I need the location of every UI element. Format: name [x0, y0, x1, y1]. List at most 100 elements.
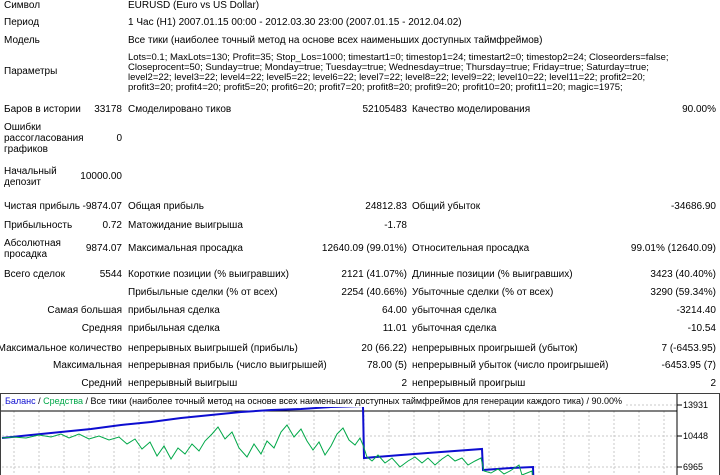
stat-value: 5544 — [99, 269, 122, 280]
stat-label: прибыльная сделка — [128, 305, 220, 316]
stat-label: Длинные позиции (% выигравших) — [412, 269, 573, 280]
row-symbol: Символ EURUSD (Euro vs US Dollar) — [0, 0, 720, 13]
stat-label: непрерывных проигрышей (убыток) — [412, 343, 578, 354]
stat-label: непрерывная прибыль (число выигрышей) — [128, 360, 327, 371]
stat-label: Прибыльность — [4, 220, 73, 231]
row-total-trades: Всего сделок 5544 Короткие позиции (% вы… — [0, 269, 720, 282]
stat-label: Максимальная — [52, 360, 122, 371]
model-label: Модель — [4, 35, 40, 46]
row-parameters: Параметры Lots=0.1; MaxLots=130; Profit=… — [0, 52, 720, 93]
stat-label: непрерывный проигрыш — [412, 378, 526, 389]
title-separator: / — [584, 396, 592, 406]
row-maximal-consecutive: Максимальная непрерывная прибыль (число … — [0, 360, 720, 373]
stat-value: 90.00% — [682, 104, 716, 115]
stat-value: 0 — [116, 133, 122, 144]
row-net-profit: Чистая прибыль -9874.07 Общая прибыль 24… — [0, 201, 720, 214]
stat-label: Матожидание выигрыша — [128, 220, 243, 231]
stat-label: Убыточные сделки (% от всех) — [412, 287, 554, 298]
symbol-label: Символ — [4, 0, 41, 11]
stat-label: убыточная сделка — [412, 323, 497, 334]
stat-label: Самая большая — [47, 305, 122, 316]
stat-value: 0.72 — [102, 220, 122, 231]
row-profitability: Прибыльность 0.72 Матожидание выигрыша -… — [0, 220, 720, 233]
row-drawdown: Абсолютная просадка 9874.07 Максимальная… — [0, 238, 720, 261]
period-label: Период — [4, 17, 40, 28]
stat-label: Смоделировано тиков — [128, 104, 232, 115]
parameters-label: Параметры — [4, 66, 58, 77]
stat-value: 3290 (59.34%) — [650, 287, 716, 298]
parameters-line: Closeprocent=50; Sunday=true; Monday=tru… — [128, 62, 649, 73]
stat-value: 7 (-6453.95) — [661, 343, 716, 354]
period-value: 1 Час (H1) 2007.01.15 00:00 - 2012.03.30… — [128, 17, 462, 28]
y-axis-label: 6965 — [683, 462, 704, 472]
stat-value: 12640.09 (99.01%) — [321, 243, 407, 254]
stat-value: -9874.07 — [82, 201, 122, 212]
stat-label: Качество моделирования — [412, 104, 531, 115]
stat-label: Средний — [81, 378, 122, 389]
stat-value: 3423 (40.40%) — [650, 269, 716, 280]
legend-equity: Средства — [43, 396, 84, 406]
parameters-line: level2=22; level3=22; level4=22; level5=… — [128, 72, 646, 83]
stat-label: Относительная просадка — [412, 243, 530, 254]
stat-label: Короткие позиции (% выигравших) — [128, 269, 289, 280]
row-largest-trade: Самая большая прибыльная сделка 64.00 уб… — [0, 305, 720, 318]
stat-value: 2254 (40.66%) — [341, 287, 407, 298]
y-axis-label: 13931 — [683, 400, 709, 410]
legend-balance: Баланс — [5, 396, 36, 406]
stat-label: Начальный депозит — [4, 166, 57, 188]
row-average-trade: Средняя прибыльная сделка 11.01 убыточна… — [0, 323, 720, 336]
stat-value: -10.54 — [687, 323, 716, 334]
stat-value: -34686.90 — [670, 201, 716, 212]
stat-label: прибыльная сделка — [128, 323, 220, 334]
stat-value: 52105483 — [362, 104, 408, 115]
balance-equity-chart: Баланс / Средства / Все тики (наиболее т… — [0, 393, 720, 475]
stat-label: непрерывный выигрыш — [128, 378, 238, 389]
stat-label: непрерывных выигрышей (прибыль) — [128, 343, 298, 354]
stat-label: Средняя — [81, 323, 122, 334]
row-initial-deposit: Начальный депозит 10000.00 — [0, 166, 720, 189]
row-model: Модель Все тики (наиболее точный метод н… — [0, 35, 720, 48]
stat-value: 2 — [710, 378, 716, 389]
stat-label: Абсолютная просадка — [4, 238, 61, 260]
stat-value: -1.78 — [384, 220, 407, 231]
model-value: Все тики (наиболее точный метод на основ… — [128, 35, 543, 46]
stat-label: Максимальная просадка — [128, 243, 243, 254]
chart-title: Баланс / Средства / Все тики (наиболее т… — [5, 396, 626, 407]
stat-value: 78.00 (5) — [366, 360, 407, 371]
stat-value: 2 — [401, 378, 407, 389]
stat-value: -3214.40 — [676, 305, 716, 316]
stat-value: 24812.83 — [365, 201, 407, 212]
stat-value: 11.01 — [382, 323, 407, 334]
equity-line — [1, 424, 533, 475]
stat-value: 33178 — [94, 104, 122, 115]
stat-label: убыточная сделка — [412, 305, 497, 316]
stat-value: 9874.07 — [85, 243, 122, 254]
symbol-value: EURUSD (Euro vs US Dollar) — [128, 0, 260, 11]
stat-label: Общий убыток — [412, 201, 481, 212]
parameters-line: profit3=20; profit4=20; profit5=20; prof… — [128, 82, 623, 93]
stat-label: Общая прибыль — [128, 201, 205, 212]
stat-label: Ошибки рассогласования графиков — [4, 122, 84, 155]
row-bars-history: Баров в истории 33178 Смоделировано тико… — [0, 104, 720, 117]
stat-label: Прибыльные сделки (% от всех) — [128, 287, 278, 298]
row-average-consecutive: Средний непрерывный выигрыш 2 непрерывны… — [0, 378, 720, 391]
stat-value: 20 (66.22) — [361, 343, 407, 354]
chart-model-text: Все тики (наиболее точный метод на основ… — [90, 396, 584, 406]
stat-label: Всего сделок — [4, 269, 65, 280]
title-separator: / — [83, 396, 91, 406]
y-axis-label: 10448 — [683, 431, 709, 441]
stat-label: Максимальное количество — [0, 343, 122, 354]
stat-label: Чистая прибыль — [4, 201, 80, 212]
stat-value: 10000.00 — [80, 171, 122, 182]
stat-label: непрерывный убыток (число проигрышей) — [412, 360, 609, 371]
row-profit-loss-trades: Прибыльные сделки (% от всех) 2254 (40.6… — [0, 287, 720, 300]
stat-value: 2121 (41.07%) — [341, 269, 407, 280]
stat-value: 99.01% (12640.09) — [630, 243, 716, 254]
stat-value: -6453.95 (7) — [661, 360, 716, 371]
row-period: Период 1 Час (H1) 2007.01.15 00:00 - 201… — [0, 17, 720, 30]
balance-line — [1, 404, 535, 475]
stat-value: 64.00 — [381, 305, 407, 316]
chart-quality: 90.00% — [591, 396, 623, 406]
row-max-consecutive: Максимальное количество непрерывных выиг… — [0, 343, 720, 356]
